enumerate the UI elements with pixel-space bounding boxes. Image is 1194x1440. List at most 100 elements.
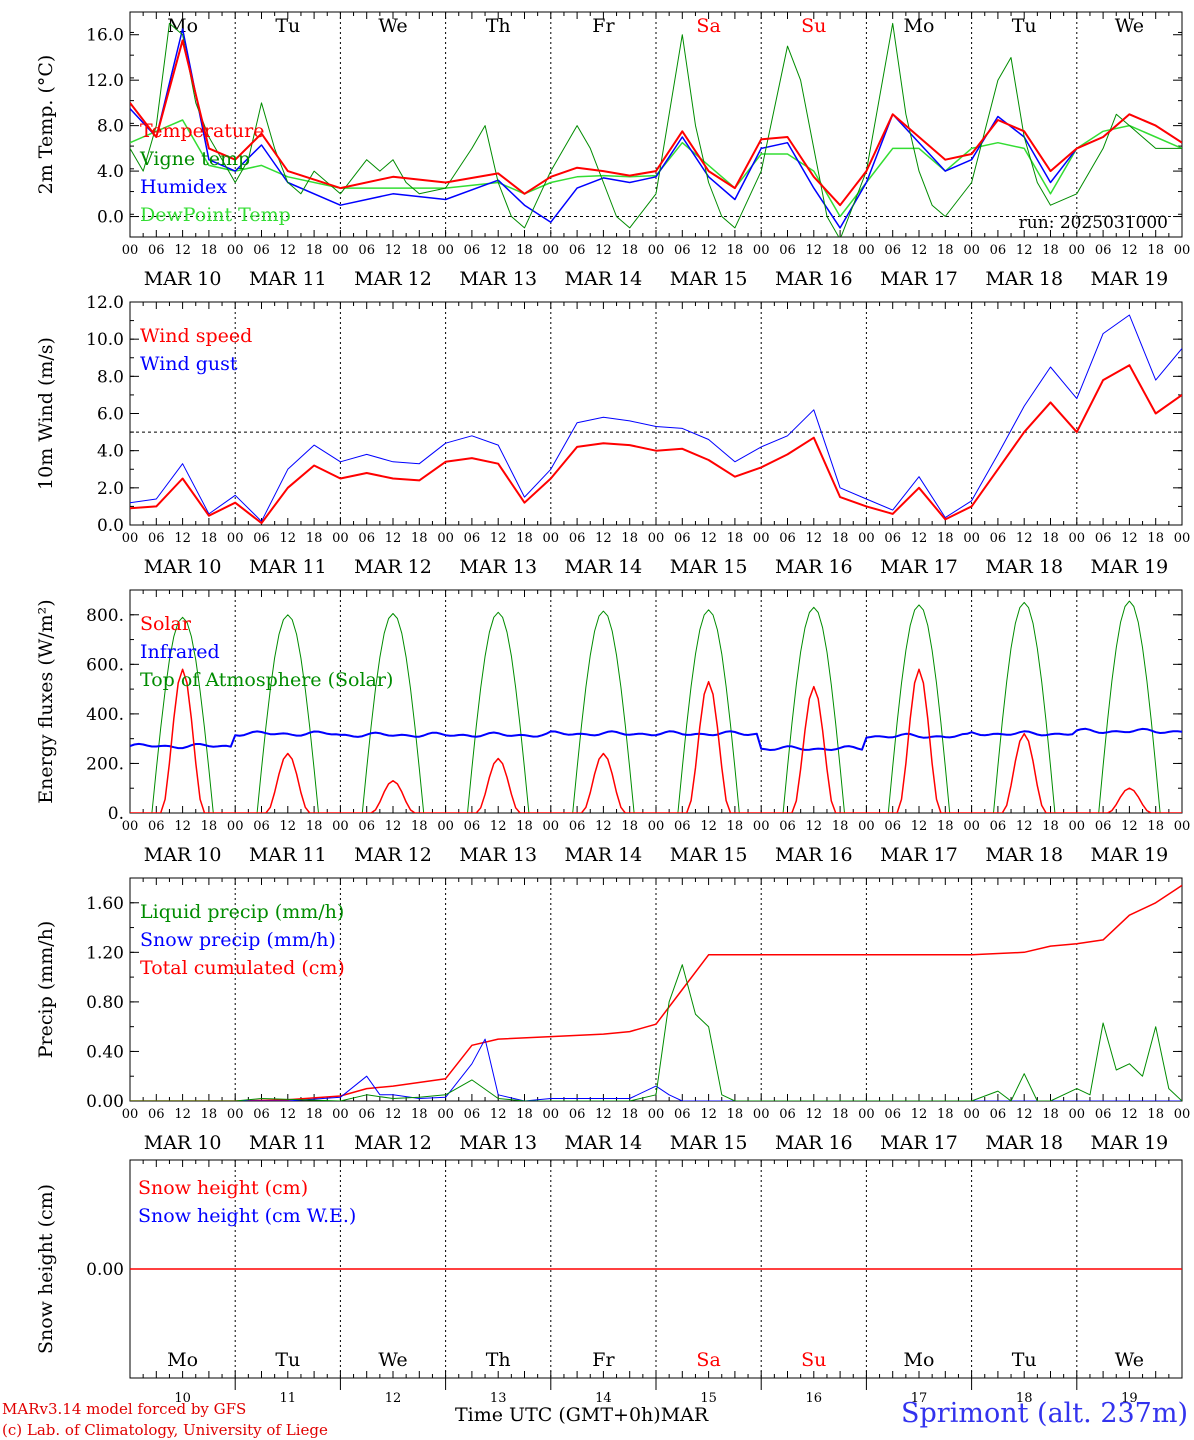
hour-tick-label: 06 (464, 1107, 481, 1122)
hour-tick-label: 18 (937, 819, 954, 834)
hour-tick-label: 00 (648, 531, 665, 546)
day-abbrev: We (1115, 1349, 1144, 1371)
day-abbrev: Tu (1012, 1349, 1037, 1371)
hour-tick-label: 12 (1016, 1107, 1033, 1122)
hour-tick-label: 06 (569, 243, 586, 258)
legend-entry: Vigne temp (139, 148, 250, 170)
date-label: MAR 11 (249, 844, 327, 866)
hour-tick-label: 12 (1121, 1107, 1138, 1122)
day-number-label: 19 (1121, 1391, 1138, 1406)
day-abbrev: Fr (592, 1349, 615, 1371)
hour-tick-label: 18 (306, 243, 323, 258)
y-axis-label: 10m Wind (m/s) (35, 337, 57, 490)
hour-tick-label: 12 (911, 819, 928, 834)
day-abbrev: We (1115, 15, 1144, 37)
hour-tick-label: 06 (358, 243, 375, 258)
legend-entry: Liquid precip (mm/h) (140, 901, 344, 923)
hour-tick-label: 12 (280, 1107, 297, 1122)
hour-tick-label: 12 (911, 243, 928, 258)
hour-tick-label: 06 (1095, 531, 1112, 546)
y-tick-label: 12.0 (86, 293, 124, 313)
hour-tick-label: 06 (779, 531, 796, 546)
legend-entry: Wind gust (140, 353, 238, 375)
hour-tick-label: 06 (464, 531, 481, 546)
hour-tick-label: 12 (385, 1107, 402, 1122)
day-abbrev: We (378, 1349, 407, 1371)
x-axis-label: Time UTC (GMT+0h)MAR (455, 1404, 708, 1426)
hour-tick-label: 00 (543, 243, 560, 258)
date-label: MAR 17 (880, 556, 958, 578)
date-label: MAR 14 (565, 844, 643, 866)
hour-tick-label: 06 (464, 243, 481, 258)
legend-entry: Top of Atmosphere (Solar) (140, 669, 393, 691)
date-label: MAR 14 (565, 556, 643, 578)
hour-tick-label: 18 (201, 243, 218, 258)
hour-tick-label: 06 (148, 531, 165, 546)
hour-tick-label: 18 (201, 531, 218, 546)
day-abbrev: Su (801, 15, 826, 37)
hour-tick-label: 18 (1042, 243, 1059, 258)
hour-tick-label: 18 (832, 819, 849, 834)
y-tick-label: 0. (108, 804, 124, 824)
day-abbrev: Mo (904, 1349, 935, 1371)
y-tick-label: 0.00 (86, 1260, 124, 1280)
hour-tick-label: 12 (174, 243, 191, 258)
date-label: MAR 17 (880, 268, 958, 290)
date-label: MAR 15 (670, 844, 748, 866)
hour-tick-label: 18 (1042, 819, 1059, 834)
hour-tick-label: 00 (753, 531, 770, 546)
date-label: MAR 10 (144, 556, 222, 578)
hour-tick-label: 18 (621, 1107, 638, 1122)
hour-tick-label: 12 (1016, 243, 1033, 258)
date-label: MAR 18 (985, 268, 1063, 290)
panel-3: 0. 200. 400. 600. 800. Energy fluxes (W/m²) 00… (35, 589, 1190, 866)
y-axis-label: Snow height (cm) (35, 1184, 57, 1354)
hour-tick-label: 00 (543, 1107, 560, 1122)
hour-tick-label: 18 (516, 243, 533, 258)
hour-tick-label: 00 (437, 531, 454, 546)
model-credit-line: MARv3.14 model forced by GFS (2, 1400, 247, 1418)
hour-tick-label: 00 (437, 819, 454, 834)
hour-tick-label: 06 (674, 819, 691, 834)
date-label: MAR 15 (670, 268, 748, 290)
hour-tick-label: 18 (727, 531, 744, 546)
hour-tick-label: 06 (990, 819, 1007, 834)
date-label: MAR 19 (1091, 844, 1169, 866)
date-label: MAR 16 (775, 1132, 853, 1154)
day-abbrev: Tu (275, 15, 300, 37)
hour-tick-label: 06 (884, 1107, 901, 1122)
hour-tick-label: 06 (358, 1107, 375, 1122)
date-label: MAR 14 (565, 268, 643, 290)
solar-line (130, 668, 1182, 813)
y-tick-label: 8.0 (97, 117, 124, 137)
hour-tick-label: 06 (253, 1107, 270, 1122)
hour-tick-label: 12 (806, 819, 823, 834)
hour-tick-label: 00 (1069, 1107, 1086, 1122)
toa-solar-line (130, 600, 1182, 813)
hour-tick-label: 06 (884, 243, 901, 258)
day-number-label: 11 (280, 1391, 297, 1406)
hour-tick-label: 12 (911, 1107, 928, 1122)
date-label: MAR 11 (249, 556, 327, 578)
hour-tick-label: 06 (779, 1107, 796, 1122)
hour-tick-label: 06 (884, 819, 901, 834)
hour-tick-label: 00 (227, 531, 244, 546)
hour-tick-label: 00 (122, 531, 139, 546)
legend-entry: Snow height (cm) (138, 1177, 308, 1199)
day-abbrev: Th (486, 15, 511, 37)
hour-tick-label: 18 (306, 819, 323, 834)
hour-tick-label: 18 (201, 1107, 218, 1122)
hour-tick-label: 00 (963, 531, 980, 546)
legend-entry: Infrared (140, 641, 220, 663)
hour-tick-label: 00 (332, 1107, 349, 1122)
legend-entry: Humidex (140, 176, 227, 198)
day-number-label: 12 (385, 1391, 402, 1406)
run-label: run: 2025031000 (1019, 213, 1168, 233)
hour-tick-label: 12 (490, 243, 507, 258)
day-number-label: 13 (490, 1391, 507, 1406)
hour-tick-label: 00 (1069, 531, 1086, 546)
hour-tick-label: 18 (621, 819, 638, 834)
y-tick-label: 16.0 (86, 26, 124, 46)
y-tick-label: 200. (86, 754, 124, 774)
